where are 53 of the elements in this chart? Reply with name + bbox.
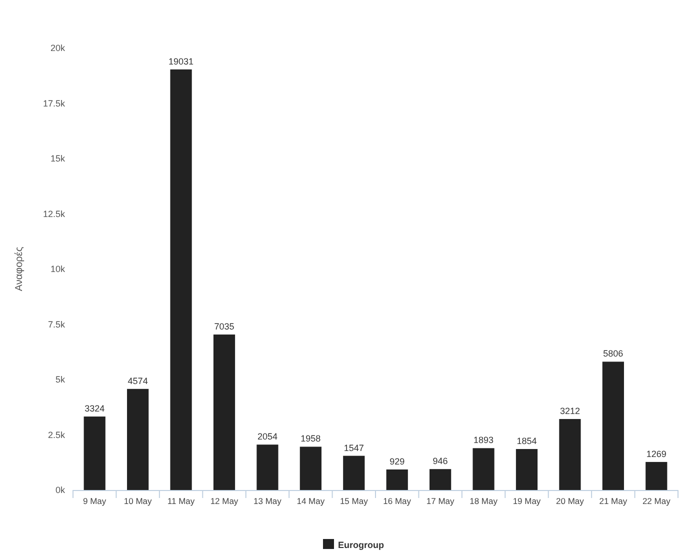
x-tick-label: 18 May (470, 496, 498, 506)
x-tick-label: 22 May (642, 496, 672, 506)
data-label: 3324 (84, 404, 105, 414)
data-label: 1854 (516, 436, 537, 446)
data-label: 3212 (560, 406, 580, 416)
data-label: 946 (432, 456, 448, 466)
data-label: 1893 (474, 435, 494, 446)
y-tick-label: 20k (50, 43, 66, 53)
data-label: 1958 (300, 434, 321, 444)
x-tick-label: 19 May (512, 496, 542, 506)
data-label: 19031 (168, 56, 194, 66)
y-tick-label: 17.5k (42, 98, 66, 108)
y-tick-label: 10k (50, 264, 66, 274)
bar (602, 362, 624, 490)
bar (84, 416, 106, 490)
x-tick-label: 12 May (210, 496, 239, 506)
bar (559, 419, 581, 490)
x-tick-label: 20 May (556, 496, 585, 506)
x-tick-label: 14 May (296, 496, 326, 506)
data-label: 1547 (344, 442, 364, 453)
data-label: 7035 (214, 322, 234, 332)
y-tick-label: 5k (55, 374, 66, 384)
x-tick-label: 9 May (83, 496, 107, 506)
bar (256, 444, 278, 490)
y-axis-title: Αναφορές (14, 246, 25, 292)
data-label: 4574 (128, 376, 148, 386)
bar (343, 456, 365, 490)
bar (516, 449, 538, 490)
bar (472, 448, 494, 490)
data-label: 5806 (603, 348, 624, 359)
x-tick-label: 11 May (167, 496, 196, 506)
y-tick-label: 0k (55, 485, 66, 495)
y-tick-label: 15k (50, 154, 66, 164)
x-tick-label: 16 May (383, 496, 412, 506)
x-tick-label: 10 May (124, 496, 153, 506)
y-tick-label: 12.5k (42, 208, 66, 219)
y-tick-label: 2.5k (48, 430, 66, 440)
data-label: 2054 (257, 432, 278, 442)
bar (430, 469, 452, 490)
bar (646, 462, 668, 490)
x-tick-label: 15 May (340, 496, 369, 506)
data-label: 1269 (646, 448, 666, 459)
x-tick-label: 21 May (599, 496, 628, 506)
bar (386, 469, 408, 490)
bar (170, 69, 192, 490)
x-tick-label: 17 May (426, 496, 456, 506)
bar (300, 446, 322, 490)
legend-label: Eurogroup (338, 540, 384, 550)
bar (213, 334, 236, 490)
y-tick-label: 7.5k (48, 319, 66, 330)
data-label: 929 (390, 456, 405, 466)
bar (127, 388, 149, 490)
x-tick-label: 13 May (254, 496, 282, 506)
